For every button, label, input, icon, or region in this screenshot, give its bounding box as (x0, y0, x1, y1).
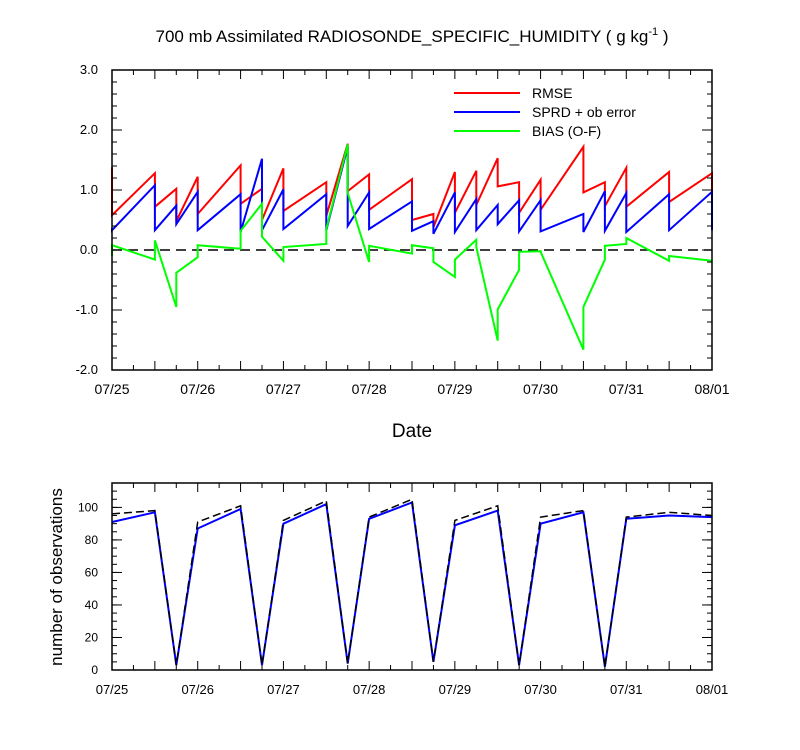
top-y-tick-label: 1.0 (80, 182, 98, 197)
bottom-y-tick-label: 40 (85, 598, 99, 612)
legend-label: SPRD + ob error (532, 104, 636, 120)
top-panel: 700 mb Assimilated RADIOSONDE_SPECIFIC_H… (76, 26, 730, 442)
bottom-x-tick-label: 07/27 (267, 682, 300, 697)
bottom-y-tick-label: 80 (85, 533, 99, 547)
bottom-x-tick-label: 07/30 (524, 682, 557, 697)
top-y-tick-label: 2.0 (80, 122, 98, 137)
top-series-sprd-ob-error (111, 146, 713, 236)
top-axes-group: 07/25 07/26 07/27 07/28 07/29 07/30 07/31 08/01… (76, 62, 730, 397)
bottom-x-tick-label: 07/29 (439, 682, 472, 697)
top-x-tick-label: 07/30 (523, 381, 558, 397)
chart-title: 700 mb Assimilated RADIOSONDE_SPECIFIC_H… (156, 26, 669, 46)
title-main: 700 mb Assimilated RADIOSONDE_SPECIFIC_H… (156, 27, 649, 46)
top-y-tick-label: -2.0 (76, 362, 98, 377)
top-x-tick-label: 07/29 (437, 381, 472, 397)
top-series-group (111, 143, 713, 351)
bottom-y-tick-label: 100 (78, 500, 98, 514)
bottom-x-tick-label: 08/01 (696, 682, 729, 697)
top-y-tick-label: 0.0 (80, 242, 98, 257)
top-x-tick-label: 08/01 (694, 381, 729, 397)
bottom-x-tick-label: 07/28 (353, 682, 386, 697)
bottom-x-tick-label: 07/26 (181, 682, 214, 697)
bottom-y-tick-label: 60 (85, 565, 99, 579)
legend-label: BIAS (O-F) (532, 123, 601, 139)
top-x-tick-label: 07/26 (180, 381, 215, 397)
x-axis-label: Date (392, 421, 432, 442)
legend: RMSE SPRD + ob error BIAS (O-F) (454, 85, 636, 139)
top-series-rmse (111, 143, 713, 228)
y-axis-label: number of observations (47, 488, 66, 666)
top-x-tick-label: 07/31 (609, 381, 644, 397)
title-end: ) (658, 27, 668, 46)
bottom-x-tick-label: 07/31 (610, 682, 643, 697)
bottom-plot-frame (111, 482, 713, 671)
top-x-tick-label: 07/28 (352, 381, 387, 397)
bottom-x-tick-label: 07/25 (96, 682, 129, 697)
top-series-bias-o-f (111, 144, 713, 351)
bottom-panel: 07/25 07/26 07/27 07/28 07/29 07/30 07/31 08/01… (47, 482, 729, 697)
top-x-tick-label: 07/25 (94, 381, 129, 397)
title-superscript: -1 (648, 26, 658, 38)
bottom-y-tick-label: 0 (91, 663, 98, 677)
top-x-tick-label: 07/27 (266, 381, 301, 397)
bottom-axes-group: 07/25 07/26 07/27 07/28 07/29 07/30 07/31 08/01… (78, 482, 729, 697)
legend-label: RMSE (532, 85, 572, 101)
bottom-y-tick-label: 20 (85, 630, 99, 644)
bottom-series-observations-solid (111, 501, 713, 667)
top-y-tick-label: 3.0 (80, 62, 98, 77)
top-y-tick-label: -1.0 (76, 302, 98, 317)
bottom-series-observations-dashed (111, 498, 713, 667)
bottom-series-group (111, 498, 713, 667)
